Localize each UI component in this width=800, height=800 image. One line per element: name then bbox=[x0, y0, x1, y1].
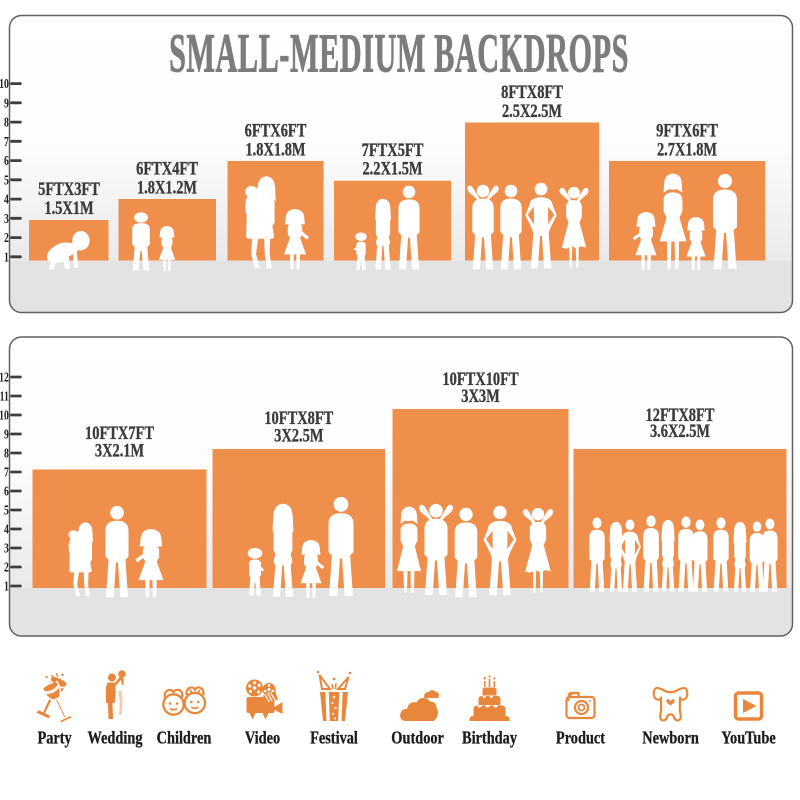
svg-text:6FTX4FT: 6FTX4FT bbox=[136, 157, 198, 178]
svg-text:Party: Party bbox=[37, 729, 71, 748]
svg-text:10FTX8FT: 10FTX8FT bbox=[264, 407, 333, 428]
svg-text:3X2.5M: 3X2.5M bbox=[274, 424, 323, 445]
svg-text:3: 3 bbox=[4, 541, 9, 556]
svg-text:11: 11 bbox=[0, 389, 9, 404]
svg-text:1.8X1.8M: 1.8X1.8M bbox=[245, 138, 305, 159]
svg-text:3X2.1M: 3X2.1M bbox=[95, 439, 144, 460]
svg-text:8FTX8FT: 8FTX8FT bbox=[501, 81, 563, 102]
svg-text:Children: Children bbox=[157, 729, 212, 748]
svg-text:2: 2 bbox=[4, 560, 9, 575]
svg-text:2.5X2.5M: 2.5X2.5M bbox=[502, 100, 562, 121]
svg-text:3: 3 bbox=[4, 211, 9, 226]
svg-text:3X3M: 3X3M bbox=[461, 385, 500, 406]
svg-text:9FTX6FT: 9FTX6FT bbox=[656, 119, 718, 140]
svg-text:9: 9 bbox=[4, 96, 9, 111]
svg-text:7FTX5FT: 7FTX5FT bbox=[362, 139, 424, 160]
svg-text:Wedding: Wedding bbox=[87, 729, 142, 748]
svg-text:2: 2 bbox=[4, 231, 9, 246]
svg-text:8: 8 bbox=[4, 115, 9, 130]
svg-text:10FTX10FT: 10FTX10FT bbox=[442, 368, 518, 389]
svg-text:2.2X1.5M: 2.2X1.5M bbox=[362, 158, 422, 179]
svg-text:5: 5 bbox=[4, 173, 9, 188]
svg-text:2.7X1.8M: 2.7X1.8M bbox=[657, 138, 717, 159]
svg-text:6: 6 bbox=[4, 484, 9, 499]
svg-text:Product: Product bbox=[556, 729, 606, 748]
svg-text:12FTX8FT: 12FTX8FT bbox=[646, 404, 715, 425]
svg-text:5: 5 bbox=[4, 503, 9, 518]
svg-text:Birthday: Birthday bbox=[462, 729, 517, 748]
svg-text:8: 8 bbox=[4, 446, 9, 461]
svg-text:1: 1 bbox=[4, 250, 9, 265]
svg-text:1: 1 bbox=[4, 579, 9, 594]
svg-text:4: 4 bbox=[4, 192, 9, 207]
svg-text:6FTX6FT: 6FTX6FT bbox=[245, 119, 307, 140]
svg-text:10: 10 bbox=[0, 77, 9, 92]
svg-text:Video: Video bbox=[245, 729, 280, 748]
svg-text:1.8X1.2M: 1.8X1.2M bbox=[137, 176, 197, 197]
svg-text:10FTX7FT: 10FTX7FT bbox=[85, 422, 154, 443]
svg-text:5FTX3FT: 5FTX3FT bbox=[38, 178, 100, 199]
svg-text:7: 7 bbox=[4, 465, 9, 480]
svg-text:6: 6 bbox=[4, 154, 9, 169]
svg-text:Festival: Festival bbox=[310, 729, 358, 748]
svg-text:4: 4 bbox=[4, 522, 9, 537]
svg-text:1.5X1M: 1.5X1M bbox=[44, 197, 93, 218]
svg-text:12: 12 bbox=[0, 370, 9, 385]
svg-text:Outdoor: Outdoor bbox=[391, 729, 444, 748]
svg-text:10: 10 bbox=[0, 408, 9, 423]
svg-text:9: 9 bbox=[4, 427, 9, 442]
svg-text:SMALL-MEDIUM BACKDROPS: SMALL-MEDIUM BACKDROPS bbox=[169, 22, 629, 84]
svg-text:7: 7 bbox=[4, 134, 9, 149]
svg-text:Newborn: Newborn bbox=[642, 729, 699, 748]
svg-text:YouTube: YouTube bbox=[721, 729, 776, 748]
svg-text:3.6X2.5M: 3.6X2.5M bbox=[650, 420, 710, 441]
